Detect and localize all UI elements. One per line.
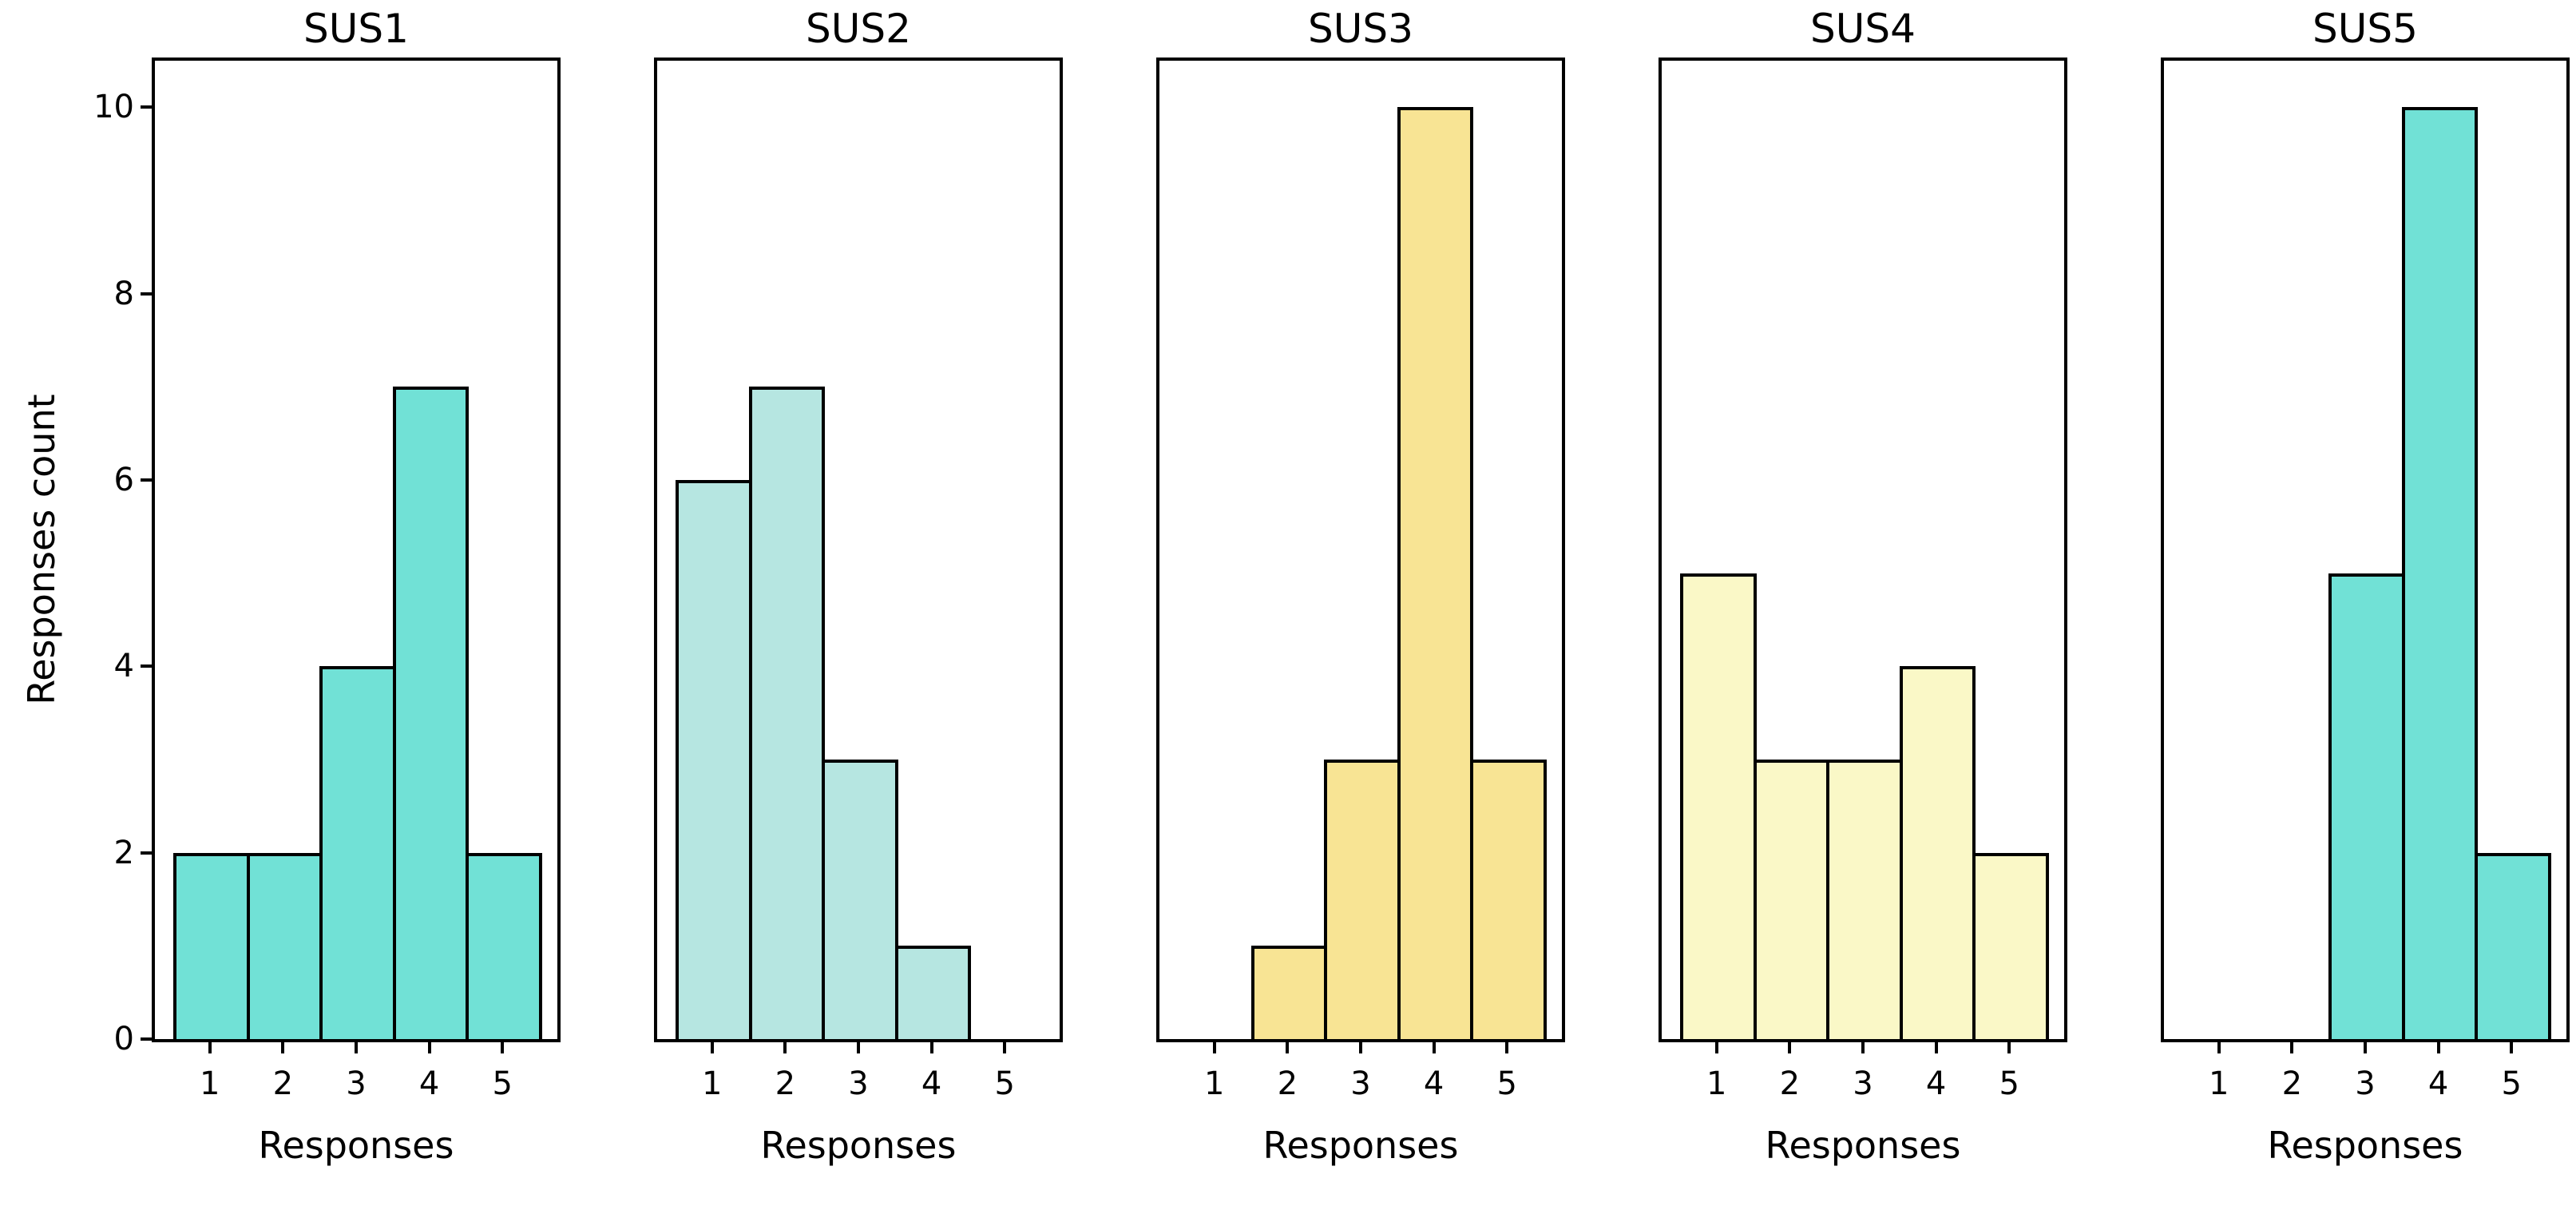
bar <box>1397 107 1474 1042</box>
x-tick <box>929 1042 933 1053</box>
x-tick-label: 3 <box>2355 1065 2376 1102</box>
bar <box>2328 573 2405 1042</box>
plot-area-SUS1 <box>152 58 561 1042</box>
x-tick-label: 5 <box>492 1065 513 1102</box>
x-tick-label: 3 <box>1350 1065 1371 1102</box>
plot-area-SUS5 <box>2161 58 2570 1042</box>
bar <box>1899 666 1976 1042</box>
x-tick <box>2364 1042 2367 1053</box>
x-tick-label: 1 <box>1706 1065 1727 1102</box>
bar <box>319 666 396 1042</box>
bar <box>1324 760 1401 1042</box>
x-tick-label: 2 <box>1277 1065 1298 1102</box>
x-tick <box>1286 1042 1290 1053</box>
plot-area-SUS2 <box>654 58 1063 1042</box>
x-tick <box>427 1042 431 1053</box>
bar <box>1972 852 2050 1042</box>
x-tick-label: 3 <box>346 1065 367 1102</box>
subplot-title: SUS4 <box>1810 6 1916 52</box>
y-tick <box>141 851 152 855</box>
x-tick-label: 2 <box>775 1065 796 1102</box>
y-tick-label: 10 <box>93 89 134 126</box>
x-tick-label: 1 <box>1203 1065 1225 1102</box>
subplot-title: SUS2 <box>806 6 911 52</box>
x-tick <box>501 1042 505 1053</box>
x-tick <box>1505 1042 1509 1053</box>
x-tick <box>1003 1042 1007 1053</box>
x-tick-label: 2 <box>1779 1065 1801 1102</box>
subplot-title: SUS5 <box>2312 6 2418 52</box>
bar <box>2475 852 2552 1042</box>
x-tick-label: 4 <box>2427 1065 2449 1102</box>
y-tick-label: 6 <box>113 462 134 498</box>
x-tick <box>208 1042 212 1053</box>
y-tick <box>141 478 152 482</box>
subplot-title: SUS1 <box>303 6 409 52</box>
plot-area-SUS4 <box>1659 58 2067 1042</box>
bar <box>748 387 826 1042</box>
bar <box>392 387 470 1042</box>
bar <box>2401 107 2479 1042</box>
bar <box>894 946 972 1042</box>
x-tick-label: 5 <box>1496 1065 1517 1102</box>
x-tick <box>2290 1042 2294 1053</box>
x-tick-label: 1 <box>2208 1065 2229 1102</box>
x-tick <box>1359 1042 1362 1053</box>
x-tick <box>2007 1042 2011 1053</box>
subplot-title: SUS3 <box>1308 6 1413 52</box>
x-tick-label: 4 <box>921 1065 942 1102</box>
x-tick <box>355 1042 358 1053</box>
bar <box>1679 573 1757 1042</box>
x-tick <box>710 1042 714 1053</box>
x-tick-label: 2 <box>2281 1065 2303 1102</box>
bar <box>1470 760 1548 1042</box>
x-axis-label: Responses <box>258 1124 454 1167</box>
x-tick-label: 1 <box>701 1065 723 1102</box>
y-tick <box>141 1037 152 1041</box>
x-tick <box>1432 1042 1436 1053</box>
y-tick <box>141 105 152 109</box>
x-axis-label: Responses <box>760 1124 957 1167</box>
x-tick <box>783 1042 787 1053</box>
x-tick <box>2217 1042 2221 1053</box>
x-tick-label: 3 <box>848 1065 869 1102</box>
x-tick-label: 2 <box>272 1065 294 1102</box>
y-tick-label: 2 <box>113 834 134 871</box>
x-axis-label: Responses <box>2267 1124 2463 1167</box>
x-axis-label: Responses <box>1262 1124 1459 1167</box>
x-tick <box>1714 1042 1718 1053</box>
x-tick <box>281 1042 285 1053</box>
bar <box>675 480 752 1042</box>
bar <box>822 760 898 1042</box>
bar <box>466 852 543 1042</box>
x-tick <box>2510 1042 2514 1053</box>
x-tick-label: 5 <box>994 1065 1015 1102</box>
x-tick <box>1212 1042 1216 1053</box>
x-tick-label: 4 <box>418 1065 440 1102</box>
y-tick-label: 0 <box>113 1021 134 1057</box>
y-tick <box>141 664 152 668</box>
x-tick <box>1788 1042 1792 1053</box>
x-tick <box>2436 1042 2440 1053</box>
x-tick-label: 1 <box>199 1065 220 1102</box>
x-tick-label: 3 <box>1853 1065 1873 1102</box>
x-tick-label: 5 <box>1999 1065 2019 1102</box>
y-tick <box>141 292 152 296</box>
bar <box>172 852 250 1042</box>
y-tick-label: 4 <box>113 648 134 685</box>
x-tick-label: 4 <box>1423 1065 1445 1102</box>
x-tick-label: 5 <box>2501 1065 2522 1102</box>
bar <box>246 852 323 1042</box>
x-tick <box>1861 1042 1865 1053</box>
bar <box>1250 946 1328 1042</box>
bar <box>1826 760 1903 1042</box>
x-axis-label: Responses <box>1765 1124 1961 1167</box>
x-tick <box>857 1042 860 1053</box>
plot-area-SUS3 <box>1156 58 1565 1042</box>
x-tick <box>1934 1042 1938 1053</box>
x-tick-label: 4 <box>1925 1065 1947 1102</box>
y-tick-label: 8 <box>113 275 134 312</box>
bar <box>1753 760 1830 1042</box>
